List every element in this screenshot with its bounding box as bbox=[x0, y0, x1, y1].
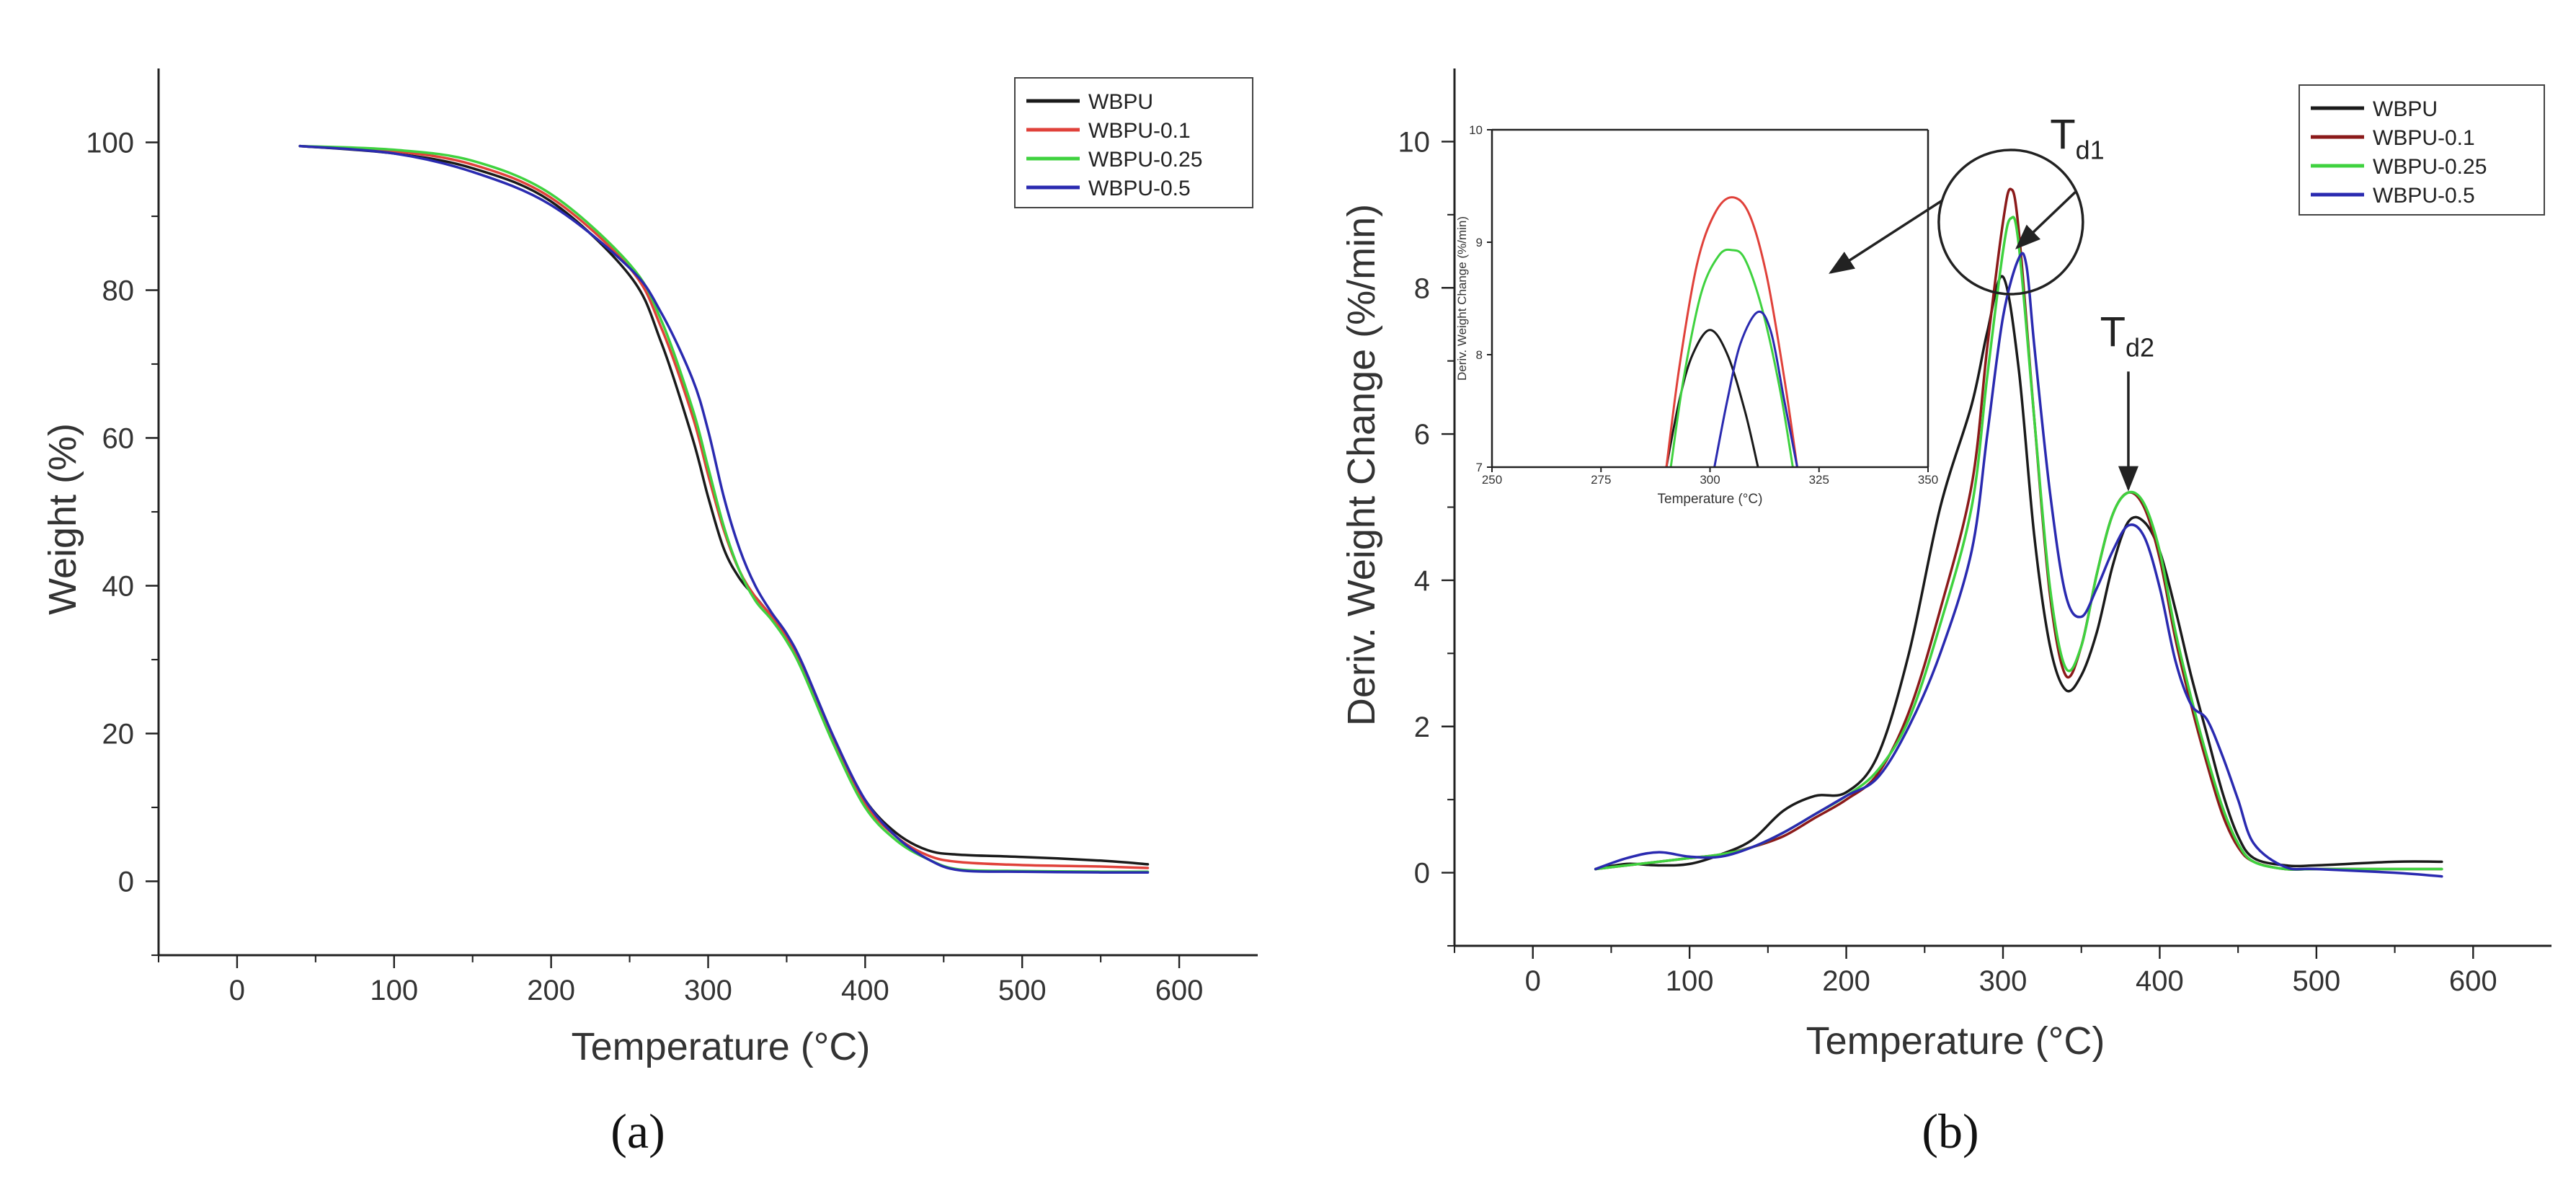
b-series-line-wbpu-0-5 bbox=[1594, 252, 2443, 878]
inset-x-axis-label: Temperature (°C) bbox=[1658, 492, 1763, 507]
b-y-tick-label: 8 bbox=[1414, 273, 1430, 304]
inset-y-tick-label: 8 bbox=[1476, 348, 1483, 362]
a-x-tick-label: 100 bbox=[370, 975, 418, 1006]
inset-x-tick-label: 300 bbox=[1700, 473, 1720, 487]
inset-y-tick-label: 7 bbox=[1476, 461, 1483, 474]
inset-x-tick-label: 350 bbox=[1918, 473, 1938, 487]
b-x-tick-label: 0 bbox=[1525, 965, 1541, 997]
inset-y-tick-label: 9 bbox=[1476, 236, 1483, 249]
a-y-tick-label: 60 bbox=[102, 423, 135, 455]
b-y-tick-label: 10 bbox=[1398, 126, 1431, 158]
b-y-tick-label: 6 bbox=[1414, 419, 1430, 451]
panel-b-plot-area: 0 100 200 300 400 500 600 0 2 4 6 8 10 bbox=[1398, 68, 2551, 997]
panel-a-caption: (a) bbox=[610, 1104, 665, 1158]
a-legend-label: WBPU-0.5 bbox=[1088, 177, 1191, 200]
panel-a-y-axis-label: Weight (%) bbox=[41, 423, 84, 615]
b-x-tick-label: 100 bbox=[1666, 965, 1714, 997]
b-y-tick-label: 0 bbox=[1414, 858, 1430, 890]
panel-b-inset-zoom: 250 275 300 325 350 7 8 9 10 Temperature (°C) Deri… bbox=[1455, 123, 1938, 507]
inset-x-tick-label: 275 bbox=[1591, 473, 1611, 487]
a-x-tick-label: 0 bbox=[229, 975, 245, 1006]
panel-a-x-axis-label: Temperature (°C) bbox=[572, 1025, 871, 1068]
b-series-group bbox=[1594, 187, 2443, 878]
b-series-line-wbpu bbox=[1594, 275, 2443, 871]
panel-b-derivative-chart: 0 100 200 300 400 500 600 0 2 4 6 8 10 250 275 300 325 3… bbox=[1340, 68, 2551, 1158]
inset-series-line-wbpu-0-5 bbox=[1713, 310, 1798, 467]
circle-to-inset-arrow bbox=[1829, 199, 1943, 274]
b-x-tick-label: 600 bbox=[2449, 965, 2497, 997]
a-y-tick-label: 100 bbox=[86, 128, 134, 159]
inset-y-axis-label: Deriv. Weight Change (%/min) bbox=[1455, 216, 1469, 381]
b-x-tick-label: 200 bbox=[1822, 965, 1870, 997]
a-legend-label: WBPU-0.25 bbox=[1088, 148, 1202, 172]
panel-b-y-axis-label: Deriv. Weight Change (%/min) bbox=[1340, 204, 1383, 726]
panel-a-plot-area: 0 100 200 300 400 500 600 0 20 40 60 80 100 bbox=[86, 68, 1258, 1006]
panel-b-caption: (b) bbox=[1922, 1104, 1978, 1158]
b-legend-label: WBPU-0.25 bbox=[2373, 155, 2487, 179]
b-legend-label: WBPU-0.5 bbox=[2373, 184, 2475, 208]
a-series-group bbox=[298, 144, 1150, 874]
b-legend-label: WBPU bbox=[2373, 97, 2438, 121]
a-legend-label: WBPU bbox=[1088, 90, 1153, 114]
a-series-line-wbpu-0-1 bbox=[298, 144, 1150, 869]
panel-b-x-axis-label: Temperature (°C) bbox=[1806, 1019, 2105, 1063]
b-x-tick-label: 500 bbox=[2292, 965, 2340, 997]
b-y-tick-label: 2 bbox=[1414, 712, 1430, 743]
a-x-tick-label: 600 bbox=[1155, 975, 1204, 1006]
td1-label-subscript: d1 bbox=[2076, 136, 2105, 165]
td1-highlight-circle bbox=[1937, 149, 2084, 296]
td1-arrow bbox=[2015, 191, 2077, 249]
a-series-line-wbpu-0-5 bbox=[298, 144, 1150, 874]
b-y-tick-label: 4 bbox=[1414, 565, 1430, 597]
b-x-tick-label: 400 bbox=[2136, 965, 2184, 997]
inset-series-group bbox=[1665, 196, 1798, 467]
b-legend-label: WBPU-0.1 bbox=[2373, 126, 2475, 150]
inset-series-line-wbpu-0-25 bbox=[1669, 248, 1794, 467]
panel-b-legend: WBPU WBPU-0.1 WBPU-0.25 WBPU-0.5 bbox=[2299, 84, 2545, 216]
a-x-tick-label: 500 bbox=[998, 975, 1047, 1006]
a-y-tick-label: 20 bbox=[102, 719, 135, 750]
a-x-tick-label: 300 bbox=[684, 975, 732, 1006]
b-x-tick-label: 300 bbox=[1979, 965, 2028, 997]
a-y-tick-label: 0 bbox=[118, 867, 134, 898]
a-legend-label: WBPU-0.1 bbox=[1088, 119, 1191, 143]
a-y-tick-label: 40 bbox=[102, 571, 135, 603]
a-x-tick-label: 200 bbox=[527, 975, 575, 1006]
inset-y-tick-label: 10 bbox=[1469, 123, 1483, 137]
inset-series-line-wbpu-0-1 bbox=[1665, 196, 1798, 467]
inset-x-tick-label: 325 bbox=[1809, 473, 1829, 487]
inset-x-tick-label: 250 bbox=[1482, 473, 1502, 487]
inset-background bbox=[1492, 130, 1928, 467]
panel-a-legend: WBPU WBPU-0.1 WBPU-0.25 WBPU-0.5 bbox=[1014, 77, 1253, 208]
td2-label-subscript: d2 bbox=[2126, 332, 2154, 362]
a-y-tick-label: 80 bbox=[102, 275, 135, 307]
a-x-tick-label: 400 bbox=[841, 975, 889, 1006]
